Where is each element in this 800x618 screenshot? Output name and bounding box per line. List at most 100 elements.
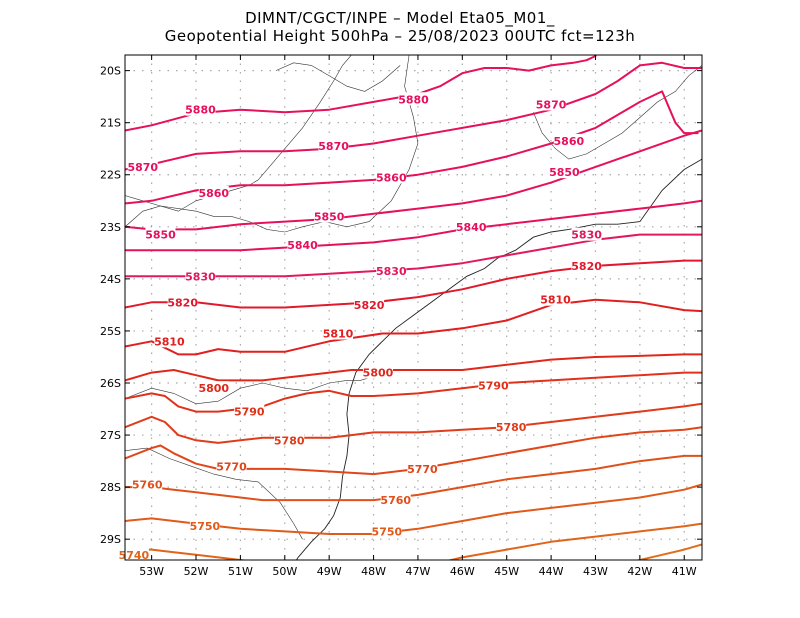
chart-title-line1: DIMNT/CGCT/INPE – Model Eta05_M01_ — [245, 9, 555, 27]
contour-label-text: 5860 — [376, 171, 407, 184]
contour-label-5770: 5770 — [216, 459, 247, 473]
lat-tick-label: 25S — [100, 325, 121, 338]
map-frame — [124, 54, 703, 561]
contour-label-5820: 5820 — [167, 295, 198, 309]
lon-tick-label: 42W — [627, 565, 652, 578]
contour-label-text: 5850 — [145, 229, 176, 242]
contour-label-bg — [540, 292, 571, 306]
contour-label-5760: 5760 — [380, 493, 411, 507]
contour-label-bg — [380, 493, 411, 507]
contour-label-text: 5770 — [216, 460, 247, 473]
contour-label-bg — [376, 264, 407, 278]
lat-tick-label: 22S — [100, 169, 121, 182]
contour-label-bg — [553, 133, 584, 147]
contour-5720 — [634, 543, 702, 560]
contour-lines — [125, 55, 702, 560]
contour-label-bg — [287, 238, 318, 252]
contour-label-bg — [456, 219, 487, 233]
contour-5760 — [125, 454, 702, 502]
graticule — [125, 55, 702, 560]
contour-label-text: 5870 — [318, 140, 349, 153]
contour-5810 — [125, 298, 702, 356]
state-border — [125, 377, 370, 405]
contour-label-text: 5840 — [456, 221, 487, 234]
contour-label-5880: 5880 — [185, 102, 216, 117]
contour-label-text: 5800 — [363, 367, 394, 380]
lon-tick-label: 53W — [139, 565, 164, 578]
contour-label-bg — [127, 159, 158, 173]
contour-5860 — [125, 90, 699, 205]
contour-label-bg — [376, 170, 407, 184]
contour-5800 — [125, 353, 702, 382]
contour-5780 — [125, 402, 702, 444]
contour-label-bg — [118, 547, 149, 561]
contour-label-text: 5760 — [132, 479, 163, 492]
contour-label-bg — [571, 258, 602, 272]
contour-label-5810: 5810 — [540, 292, 571, 307]
lon-tick-label: 47W — [406, 565, 431, 578]
contour-5840 — [125, 199, 702, 252]
contour-label-bg — [189, 519, 220, 533]
contour-label-bg — [198, 185, 229, 199]
contour-label-5810: 5810 — [154, 334, 185, 348]
contour-label-text: 5810 — [154, 335, 185, 348]
lon-tick-label: 49W — [317, 565, 342, 578]
state-border — [275, 62, 401, 92]
lon-tick-label: 41W — [672, 565, 697, 578]
contour-label-bg — [145, 227, 176, 241]
contour-label-5860: 5860 — [553, 133, 585, 148]
contour-label-text: 5770 — [407, 463, 438, 476]
contour-label-5790: 5790 — [478, 378, 509, 393]
contour-5870 — [125, 61, 702, 171]
contour-label-bg — [549, 165, 580, 179]
contour-label-text: 5850 — [549, 166, 580, 179]
state-border — [125, 447, 303, 540]
contour-label-text: 5860 — [198, 187, 229, 200]
contour-5740 — [125, 548, 249, 560]
state-border — [533, 65, 702, 160]
contour-label-text: 5870 — [536, 98, 567, 111]
contour-label-text: 5780 — [496, 421, 527, 434]
contour-label-text: 5820 — [167, 296, 198, 309]
contour-label-5830: 5830 — [376, 264, 407, 278]
contour-label-text: 5800 — [198, 382, 229, 395]
contour-label-5780: 5780 — [496, 420, 527, 434]
contour-label-text: 5860 — [554, 135, 585, 148]
contour-label-bg — [323, 326, 354, 340]
lon-tick-label: 44W — [539, 565, 564, 578]
contour-label-5830: 5830 — [571, 227, 602, 242]
lon-tick-label: 43W — [583, 565, 608, 578]
contour-label-5800: 5800 — [198, 381, 229, 395]
contour-label-bg — [198, 381, 229, 395]
lon-tick-label: 46W — [450, 565, 475, 578]
contour-label-bg — [371, 524, 402, 538]
contour-5790 — [125, 371, 702, 413]
lat-tick-label: 27S — [100, 429, 121, 442]
contour-label-bg — [478, 378, 509, 392]
contour-label-bg — [154, 334, 185, 348]
contour-label-bg — [496, 420, 527, 434]
contour-label-bg — [407, 461, 438, 475]
contour-label-text: 5810 — [540, 294, 571, 307]
contour-label-bg — [362, 365, 393, 379]
contour-label-text: 5820 — [571, 260, 602, 273]
contour-5730 — [446, 522, 702, 560]
contour-label-5840: 5840 — [287, 238, 318, 252]
contour-label-bg — [167, 295, 198, 309]
contour-label-5820: 5820 — [571, 258, 602, 273]
contour-label-text: 5850 — [314, 210, 345, 223]
contour-label-5740: 5740 — [118, 547, 150, 562]
contour-label-5770: 5770 — [407, 461, 438, 476]
state-border — [125, 55, 352, 228]
contour-labels: 5880 5880 5870 5870 5870 5860 5860 5860 5850 5850… — [118, 92, 602, 562]
contour-label-text: 5840 — [287, 239, 318, 252]
state-border — [125, 55, 419, 233]
lon-tick-label: 50W — [272, 565, 297, 578]
contour-label-bg — [571, 227, 602, 241]
contour-label-text: 5880 — [185, 104, 216, 117]
lat-tick-label: 23S — [100, 221, 121, 234]
contour-label-5790: 5790 — [234, 404, 265, 419]
contour-label-text: 5830 — [376, 265, 407, 278]
contour-label-bg — [185, 102, 216, 116]
